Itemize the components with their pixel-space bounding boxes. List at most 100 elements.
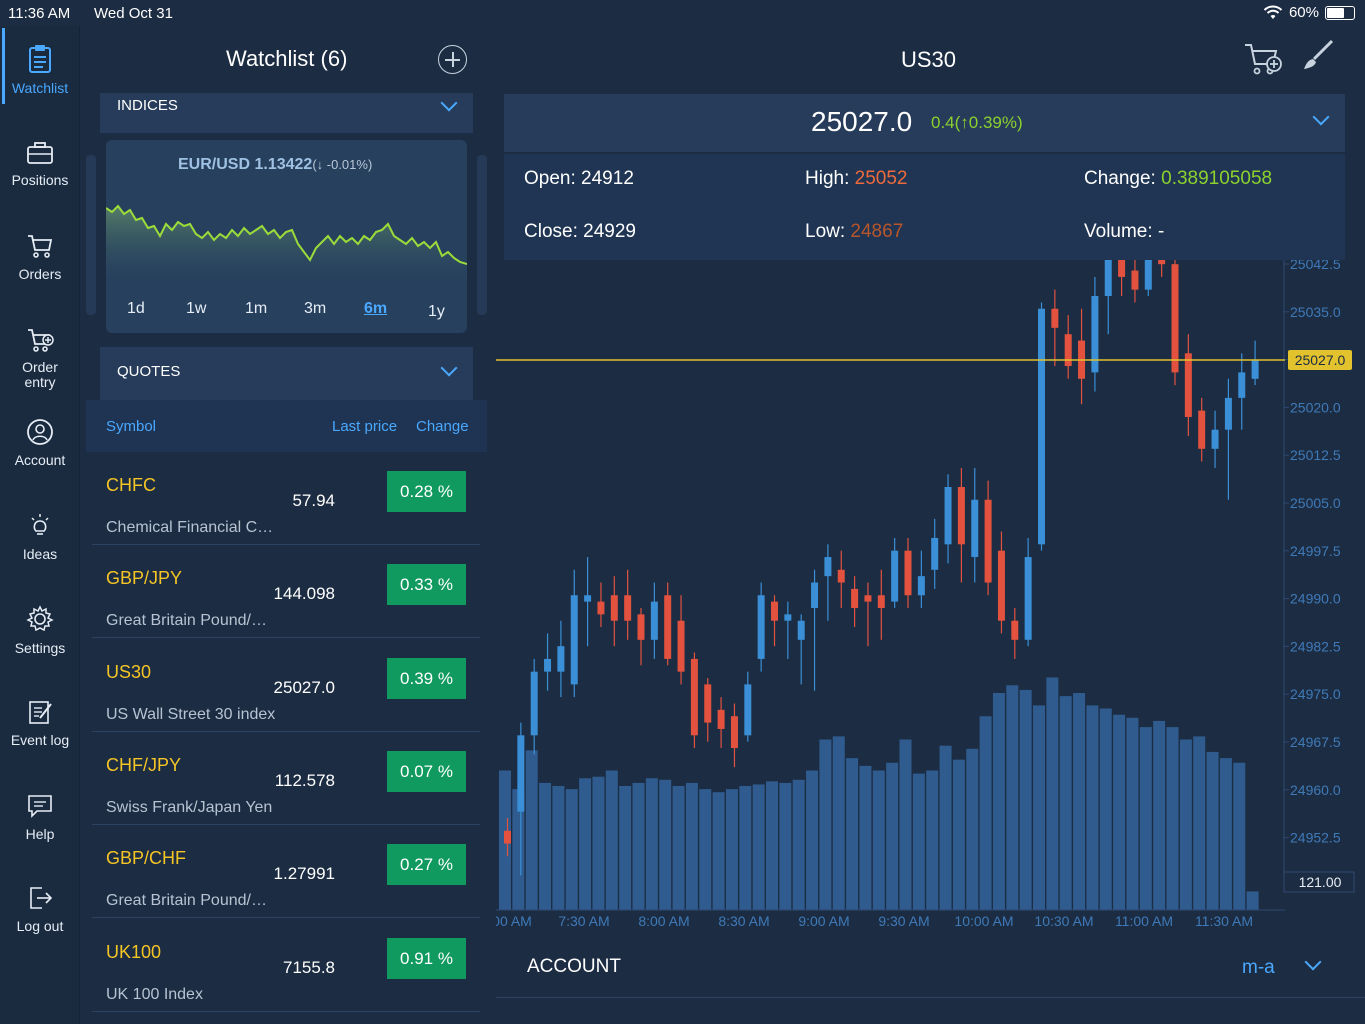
quote-price: 1.27991 <box>273 864 335 884</box>
add-button[interactable] <box>438 45 467 74</box>
period-1y[interactable]: 1y <box>428 303 445 320</box>
candle-body <box>624 595 632 621</box>
candle-body <box>1211 429 1219 449</box>
period-1m[interactable]: 1m <box>245 300 268 317</box>
candle-body <box>530 671 538 736</box>
nav-log-out[interactable]: Log out <box>0 884 80 934</box>
candle-body <box>1011 620 1019 640</box>
time-tick-label: 11:00 AM <box>1115 913 1173 929</box>
account-label: ACCOUNT <box>527 956 621 977</box>
candle-body <box>1064 334 1072 367</box>
stat-high: High: 25052 <box>805 168 908 189</box>
quote-name: Great Britain Pound/… <box>106 892 267 910</box>
volume-bar <box>872 770 885 910</box>
quote-row[interactable]: GBP/CHF Great Britain Pound/… 1.27991 0.27 … <box>92 826 480 919</box>
account-dropdown[interactable]: ACCOUNT m-a <box>496 938 1365 998</box>
volume-bar <box>912 773 925 910</box>
candle-body <box>824 557 832 577</box>
candle-body <box>1024 557 1032 640</box>
period-6m[interactable]: 6m <box>364 300 388 317</box>
column-symbol[interactable]: Symbol <box>106 418 157 435</box>
volume-bar <box>1153 720 1166 910</box>
quote-change-badge[interactable]: 0.33 % <box>387 564 466 606</box>
nav-watchlist[interactable]: Watchlist <box>0 28 80 104</box>
candle-body <box>837 569 845 583</box>
nav-event-log[interactable]: Event log <box>0 698 80 748</box>
candle-body <box>690 658 698 736</box>
brush-icon[interactable] <box>1300 38 1336 72</box>
quote-change-badge[interactable]: 0.28 % <box>387 471 466 512</box>
quote-symbol: US30 <box>106 661 152 682</box>
nav-account[interactable]: Account <box>0 418 80 468</box>
volume-bar <box>1166 727 1179 910</box>
volume-bar <box>1219 758 1232 910</box>
mini-chart-card[interactable]: EUR/USD 1.13422(↓ -0.01%) 1d 1w 1m 3m 6m… <box>106 140 467 333</box>
logout-icon <box>30 887 53 909</box>
chevron-down-icon <box>1312 108 1330 126</box>
quote-row[interactable]: GBP/JPY Great Britain Pound/… 144.098 0.33 … <box>92 546 480 639</box>
volume-bar <box>685 782 698 910</box>
cart-plus-icon[interactable] <box>1243 40 1285 78</box>
wifi-icon <box>1263 5 1283 19</box>
quote-change-badge[interactable]: 0.39 % <box>387 657 466 699</box>
period-3m[interactable]: 3m <box>304 300 327 317</box>
quote-symbol: UK100 <box>106 941 162 962</box>
stat-close: Close: 24929 <box>524 221 636 242</box>
quote-row[interactable]: CHFC Chemical Financial C… 57.94 0.28 % <box>92 453 480 545</box>
time-tick-label: 11:30 AM <box>1195 913 1253 929</box>
candle-body <box>1091 296 1099 373</box>
time-tick-label: 10:30 AM <box>1034 913 1093 929</box>
quote-symbol: CHF/JPY <box>106 754 182 775</box>
price-summary-bar[interactable]: 25027.0 0.4(↑0.39%) <box>504 94 1345 152</box>
candle-body <box>557 646 565 672</box>
period-1w[interactable]: 1w <box>186 300 207 317</box>
volume-bar <box>605 770 618 910</box>
price-tick-label: 25020.0 <box>1290 399 1341 415</box>
candle-body <box>811 582 819 608</box>
mini-price: 1.13422 <box>254 156 313 173</box>
candlestick-chart[interactable]: 25042.525035.025027.525020.025012.525005… <box>496 260 1365 930</box>
quote-change-badge[interactable]: 0.27 % <box>387 844 466 886</box>
indices-label: INDICES <box>117 97 178 114</box>
candle-body <box>744 684 752 736</box>
price-tick-label: 25012.5 <box>1290 447 1341 463</box>
volume-bar <box>806 770 819 910</box>
nav-orders[interactable]: Orders <box>0 232 80 282</box>
volume-bar <box>979 716 992 910</box>
nav-ideas[interactable]: Ideas <box>0 512 80 562</box>
price-tick-label: 25005.0 <box>1290 495 1341 511</box>
mini-change: (↓ -0.01%) <box>312 157 373 172</box>
price-tick-label: 24982.5 <box>1290 638 1341 654</box>
quote-row[interactable]: US30 US Wall Street 30 index 25027.0 0.39 % <box>92 640 480 732</box>
quote-change-badge[interactable]: 0.91 % <box>387 937 466 979</box>
candle-body <box>1171 264 1179 373</box>
volume-bar <box>992 693 1005 910</box>
period-1d[interactable]: 1d <box>127 300 145 317</box>
quote-row[interactable]: UK100 UK 100 Index 7155.8 0.91 % <box>92 920 480 1012</box>
battery-icon <box>1325 5 1355 20</box>
quotes-dropdown[interactable]: QUOTES <box>100 347 473 400</box>
quote-change-badge[interactable]: 0.07 % <box>387 750 466 792</box>
quote-row[interactable]: CHF/JPY Swiss Frank/Japan Yen 112.578 0.07 … <box>92 733 480 825</box>
candle-body <box>637 614 645 640</box>
volume-bar <box>1139 727 1152 910</box>
nav-positions[interactable]: Positions <box>0 140 80 188</box>
nav-settings[interactable]: Settings <box>0 604 80 656</box>
carousel-peek-right <box>477 155 487 315</box>
quote-symbol: GBP/JPY <box>106 568 183 589</box>
briefcase-icon <box>27 142 53 164</box>
quote-price: 7155.8 <box>283 957 335 977</box>
column-last-price[interactable]: Last price <box>332 418 398 435</box>
quote-symbol: CHFC <box>106 475 156 495</box>
candle-body <box>504 830 511 844</box>
nav-help[interactable]: Help <box>0 792 80 842</box>
nav-order-entry[interactable]: Order entry <box>0 326 80 390</box>
volume-bar <box>632 782 645 910</box>
column-change[interactable]: Change <box>416 418 469 435</box>
candle-body <box>584 595 592 602</box>
candle-body <box>784 614 792 621</box>
indices-dropdown[interactable]: INDICES <box>100 93 473 133</box>
volume-bar <box>1046 677 1059 910</box>
price-change: 0.4(↑0.39%) <box>931 113 1023 132</box>
volume-bar <box>565 789 578 910</box>
